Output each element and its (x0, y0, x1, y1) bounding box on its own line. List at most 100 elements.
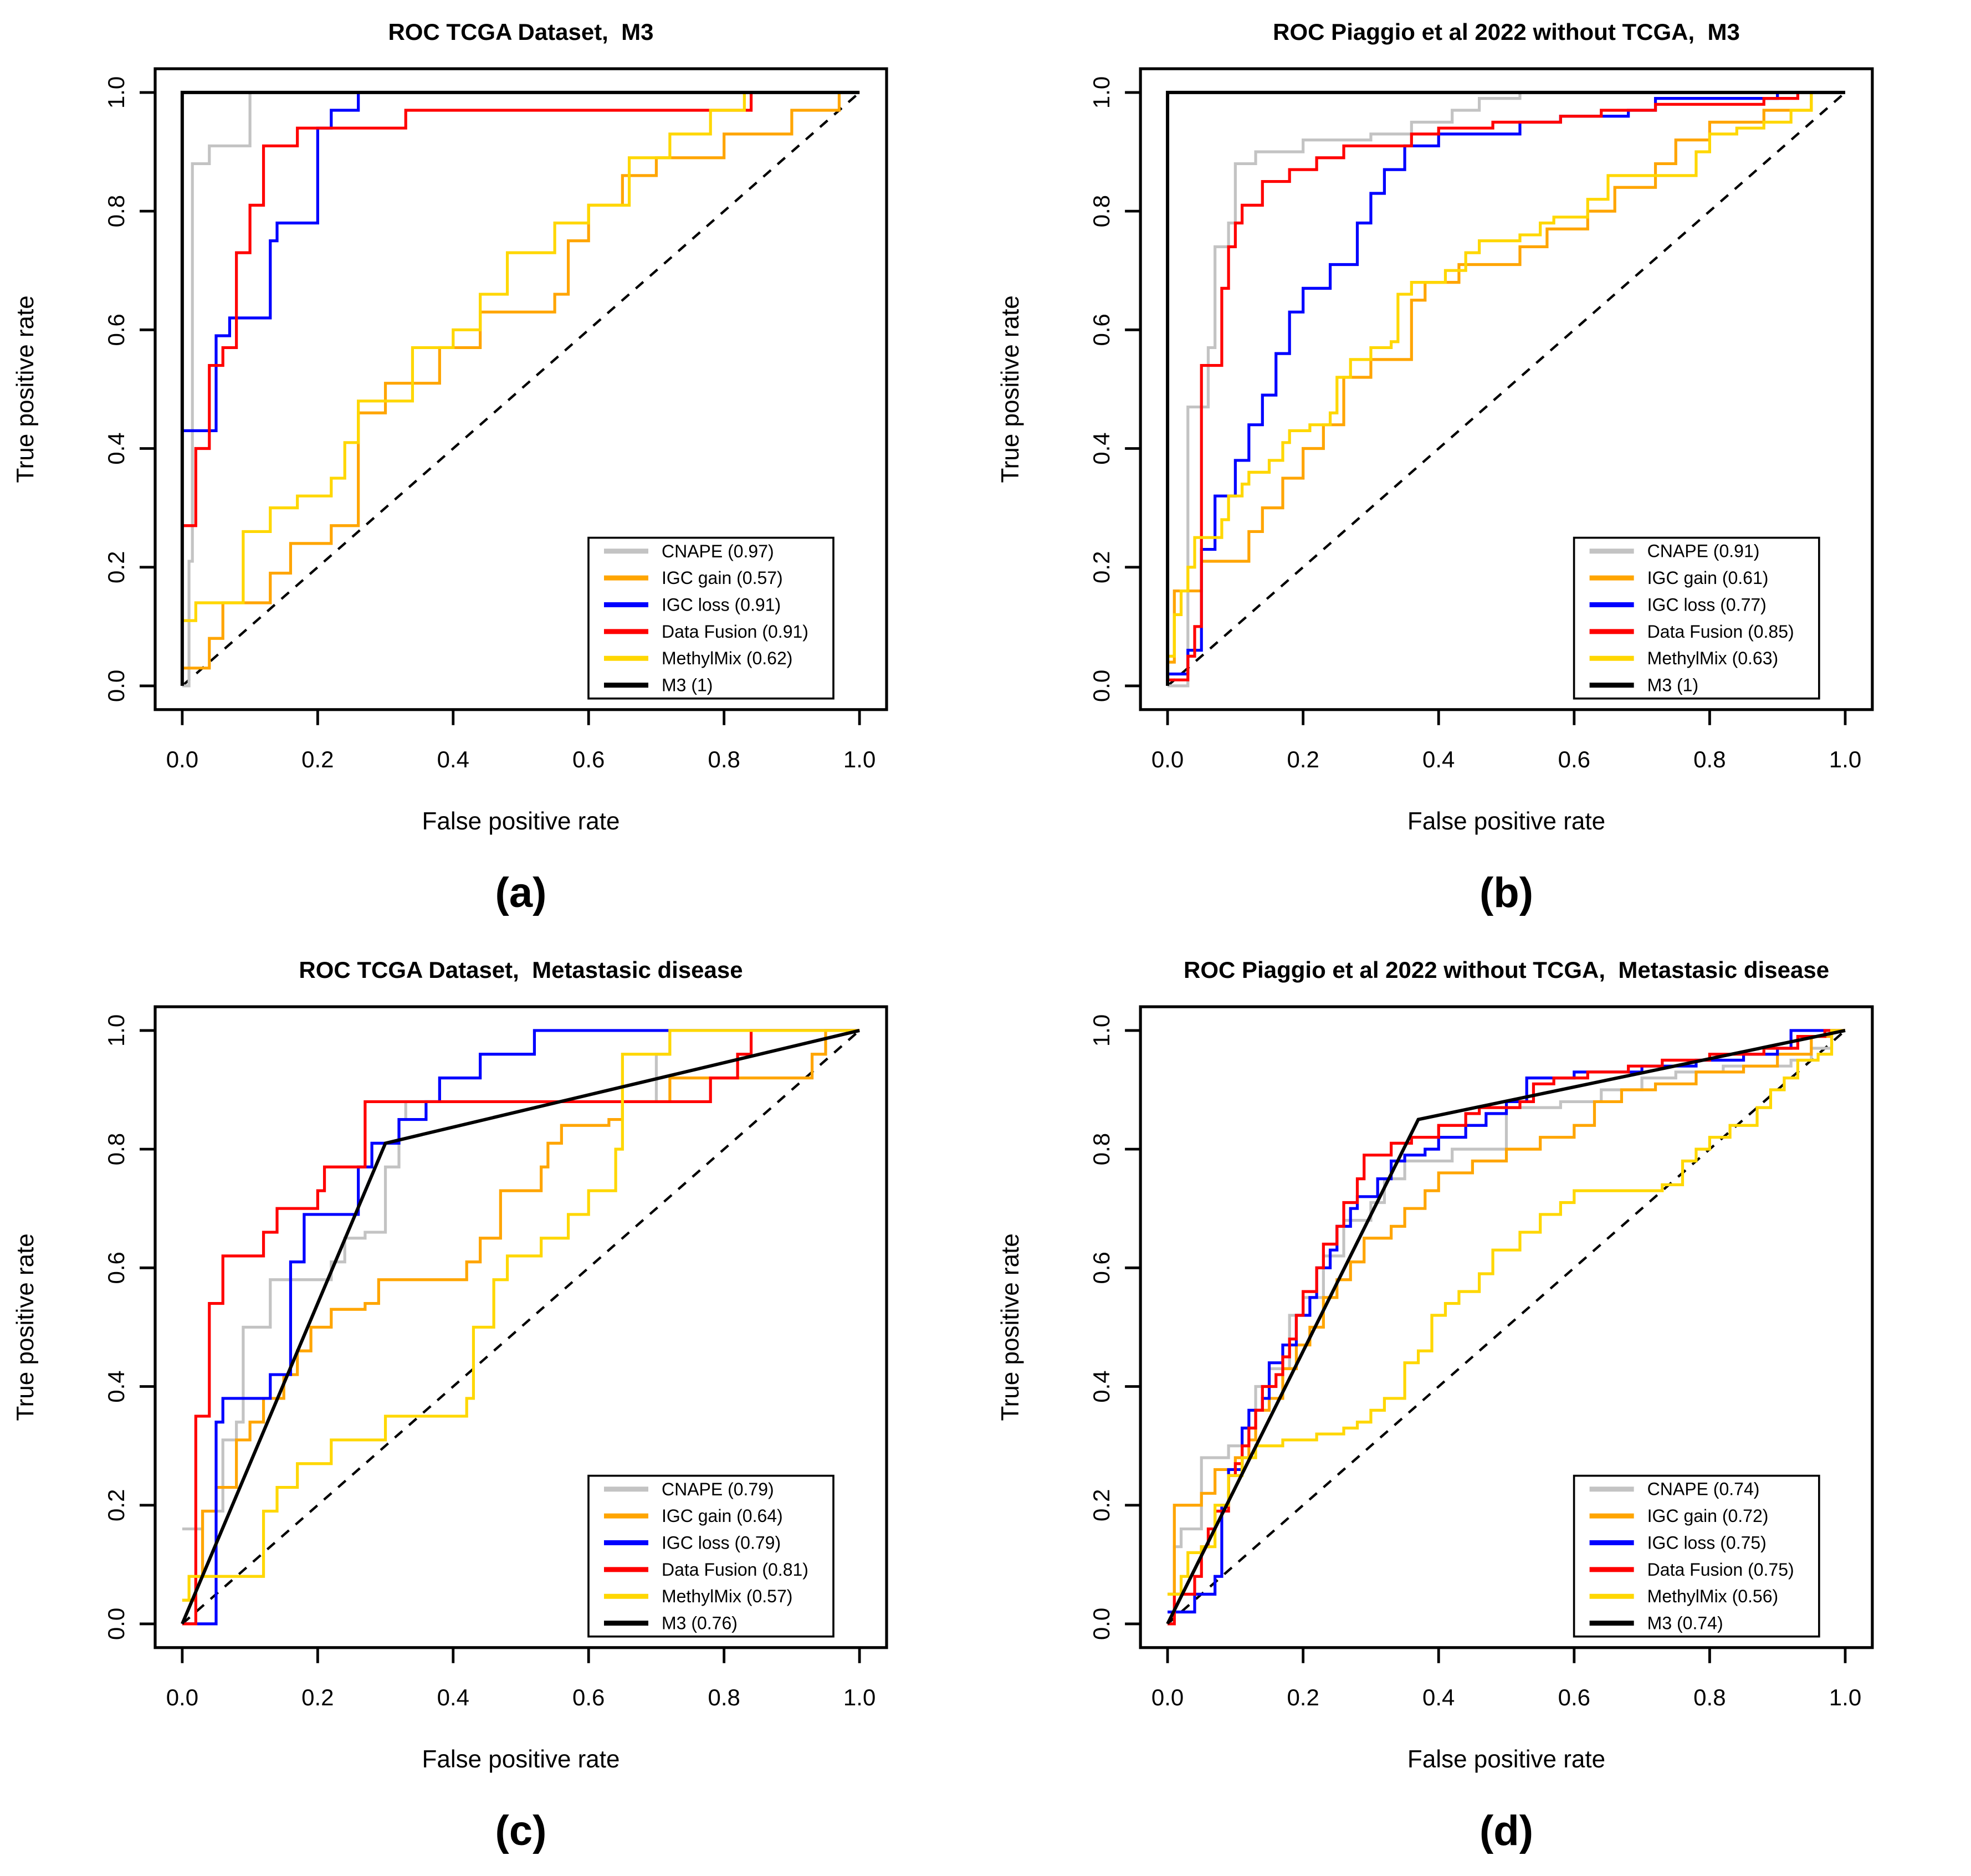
legend-item-label: M3 (0.74) (1647, 1613, 1723, 1633)
legend-border (1573, 536, 1820, 700)
y-tick-label: 0.6 (103, 314, 129, 346)
y-tick-label: 0.6 (103, 1252, 129, 1284)
plot-box (1139, 1005, 1874, 1649)
x-tick-label: 0.8 (1693, 1684, 1726, 1710)
legend-box: CNAPE (0.97) IGC gain (0.57) IGC loss (0.9… (587, 536, 835, 700)
legend-item: IGC loss (0.75) (1589, 1532, 1767, 1552)
legend-item: CNAPE (0.91) (1589, 541, 1760, 561)
legend-item: Data Fusion (0.91) (604, 622, 808, 642)
x-tick-label: 0.0 (166, 746, 198, 772)
panel-d-title: ROC Piaggio et al 2022 without TCGA, Met… (1184, 957, 1829, 983)
legend-item-label: CNAPE (0.97) (662, 541, 774, 561)
x-tick-label: 0.4 (1422, 746, 1455, 772)
y-tick-label: 0.2 (1088, 1489, 1114, 1521)
y-axis-label: True positive rate (997, 1233, 1024, 1421)
panel-sublabel: (c) (495, 1807, 547, 1854)
legend-item: CNAPE (0.97) (604, 541, 774, 561)
roc-panel-d: ROC Piaggio et al 2022 without TCGA, Met… (985, 938, 1971, 1876)
legend-border (587, 536, 835, 700)
roc-curve-data-fusion (182, 1029, 860, 1626)
x-tick-label: 0.0 (1151, 1684, 1184, 1710)
x-tick-label: 0.0 (166, 1684, 198, 1710)
legend-item: IGC gain (0.57) (604, 568, 783, 588)
legend-item-label: M3 (1) (662, 675, 713, 695)
legend-item-label: IGC loss (0.77) (1647, 594, 1767, 614)
y-tick-label: 0.4 (1088, 432, 1114, 464)
plot-box (153, 1005, 888, 1649)
roc-plot-a: ROC TCGA Dataset, M3 0.0 0.2 0.4 0.6 0.8 1.0 0.… (12, 19, 888, 916)
roc-curve-methylmix (1168, 91, 1845, 658)
roc-curve-data-fusion (182, 91, 860, 527)
legend-item: IGC loss (0.79) (604, 1532, 781, 1552)
x-tick-label: 0.0 (1151, 746, 1184, 772)
y-tick-label: 0.0 (1088, 1608, 1114, 1640)
y-tick-label: 0.4 (1088, 1370, 1114, 1402)
panel-sublabel: (d) (1479, 1807, 1533, 1854)
y-tick-label: 1.0 (103, 76, 129, 109)
y-axis-label: True positive rate (12, 295, 39, 483)
legend-item-label: IGC loss (0.75) (1647, 1532, 1767, 1552)
y-tick-label: 0.4 (103, 1370, 129, 1402)
x-axis-label: False positive rate (1407, 1746, 1605, 1773)
legend-item-label: MethylMix (0.62) (662, 648, 792, 668)
legend-box: CNAPE (0.74) IGC gain (0.72) IGC loss (0.7… (1573, 1474, 1820, 1638)
legend-item-label: IGC gain (0.64) (662, 1506, 783, 1526)
x-axis-label: False positive rate (422, 1746, 620, 1773)
roc-curve-methylmix (1168, 1029, 1845, 1596)
legend-item: MethylMix (0.62) (604, 648, 792, 668)
legend-item-label: Data Fusion (0.75) (1647, 1560, 1794, 1580)
plot-box (153, 67, 888, 711)
legend-item-label: MethylMix (0.63) (1647, 648, 1778, 668)
x-tick-label: 1.0 (843, 746, 876, 772)
y-tick-label: 0.4 (103, 432, 129, 464)
legend-item-label: IGC gain (0.61) (1647, 568, 1769, 588)
legend-border (1573, 1474, 1820, 1638)
roc-curve-m3 (181, 1028, 860, 1625)
roc-panel-b: ROC Piaggio et al 2022 without TCGA, M3 0… (985, 0, 1971, 938)
roc-curve-methylmix (182, 91, 860, 622)
x-tick-label: 1.0 (843, 1684, 876, 1710)
legend-item-label: IGC gain (0.72) (1647, 1506, 1769, 1526)
roc-curve-igc-loss (182, 91, 860, 432)
y-tick-label: 0.2 (1088, 551, 1114, 583)
roc-plot-b: ROC Piaggio et al 2022 without TCGA, M3 0… (997, 19, 1874, 916)
plot-box (1139, 67, 1874, 711)
legend-item: CNAPE (0.74) (1589, 1479, 1760, 1499)
legend-box: CNAPE (0.79) IGC gain (0.64) IGC loss (0.7… (587, 1474, 835, 1638)
legend-item-label: CNAPE (0.74) (1647, 1479, 1760, 1499)
x-tick-label: 1.0 (1829, 746, 1861, 772)
x-tick-label: 0.6 (1558, 746, 1590, 772)
y-tick-label: 0.8 (103, 195, 129, 227)
legend-item-label: Data Fusion (0.85) (1647, 622, 1794, 642)
roc-curve-cnape (182, 91, 860, 688)
roc-curve-data-fusion (1168, 91, 1845, 681)
y-tick-label: 0.2 (103, 551, 129, 583)
y-tick-label: 1.0 (1088, 1014, 1114, 1047)
legend-item-label: CNAPE (0.91) (1647, 541, 1760, 561)
legend-item: MethylMix (0.56) (1589, 1586, 1778, 1606)
x-tick-label: 0.8 (1693, 746, 1726, 772)
x-tick-label: 1.0 (1829, 1684, 1861, 1710)
x-tick-label: 0.6 (572, 746, 605, 772)
x-tick-label: 0.2 (1287, 1684, 1319, 1710)
legend-item: MethylMix (0.57) (604, 1586, 792, 1606)
y-tick-label: 0.0 (1088, 670, 1114, 702)
legend-item: CNAPE (0.79) (604, 1479, 774, 1499)
legend-item: Data Fusion (0.81) (604, 1560, 808, 1580)
legend-border (587, 1474, 835, 1638)
y-axis-label: True positive rate (12, 1233, 39, 1421)
legend-item-label: CNAPE (0.79) (662, 1479, 774, 1499)
y-tick-label: 0.8 (1088, 1133, 1114, 1165)
legend-item: Data Fusion (0.85) (1589, 622, 1794, 642)
roc-curve-methylmix (182, 1029, 860, 1602)
x-tick-label: 0.6 (572, 1684, 605, 1710)
legend-item-label: MethylMix (0.57) (662, 1586, 792, 1606)
legend-item: Data Fusion (0.75) (1589, 1560, 1794, 1580)
panel-sublabel: (a) (495, 869, 547, 916)
legend-item: IGC loss (0.77) (1589, 594, 1767, 614)
y-tick-label: 0.0 (103, 670, 129, 702)
legend-item-label: IGC loss (0.79) (662, 1532, 781, 1552)
roc-curve-m3 (180, 90, 860, 686)
legend-item: IGC gain (0.64) (604, 1506, 783, 1526)
